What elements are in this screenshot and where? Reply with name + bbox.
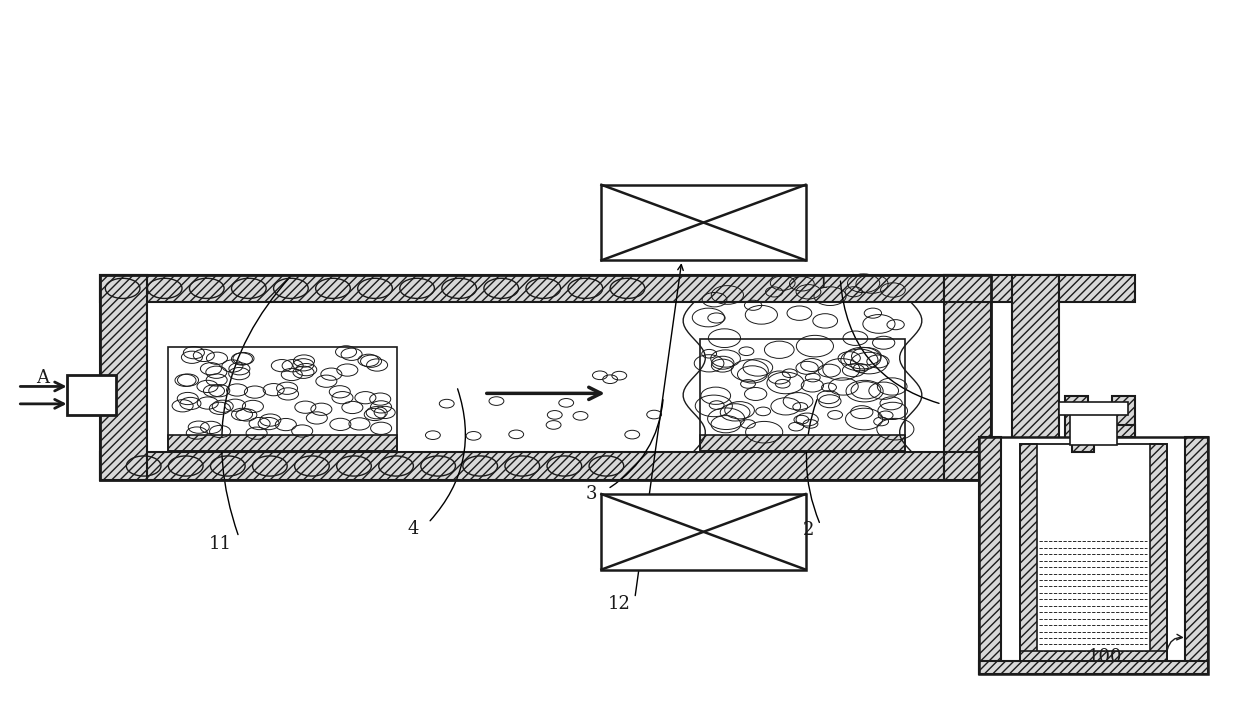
Bar [601,494,806,570]
Bar [978,661,1208,674]
Text: 3: 3 [585,485,596,503]
Bar [1019,651,1167,661]
Bar [701,339,904,451]
Bar [169,435,397,451]
Bar [1149,444,1167,661]
Bar [100,274,991,302]
Bar [1112,396,1135,508]
Bar [100,274,148,479]
Bar [978,437,1208,674]
Bar [1059,274,1135,302]
Text: 11: 11 [210,536,232,554]
Bar [148,302,944,453]
Text: 12: 12 [608,595,630,613]
Bar [1001,437,1185,661]
Bar [1019,444,1167,661]
Text: 2: 2 [804,521,815,539]
Text: 4: 4 [407,520,419,538]
Bar [1019,444,1037,661]
Bar [991,302,1012,453]
Bar [1070,409,1117,445]
Bar [169,347,397,451]
Bar [1037,444,1149,651]
Bar [944,274,991,479]
Bar [601,185,806,261]
Bar [1059,402,1128,415]
Bar [1065,396,1087,508]
Bar [944,453,1059,479]
Text: A: A [36,368,50,386]
Bar [978,437,1001,674]
Text: 100: 100 [1087,648,1122,666]
Bar [1185,437,1208,674]
Bar [1095,425,1135,437]
Bar [1112,425,1135,437]
Text: 1: 1 [818,274,830,292]
Bar [1073,437,1095,453]
Bar [944,274,1059,302]
Bar [1087,396,1112,508]
Bar [100,453,991,479]
Bar [67,375,117,415]
Bar [701,435,904,451]
Bar [1012,274,1059,479]
Bar [100,274,991,479]
